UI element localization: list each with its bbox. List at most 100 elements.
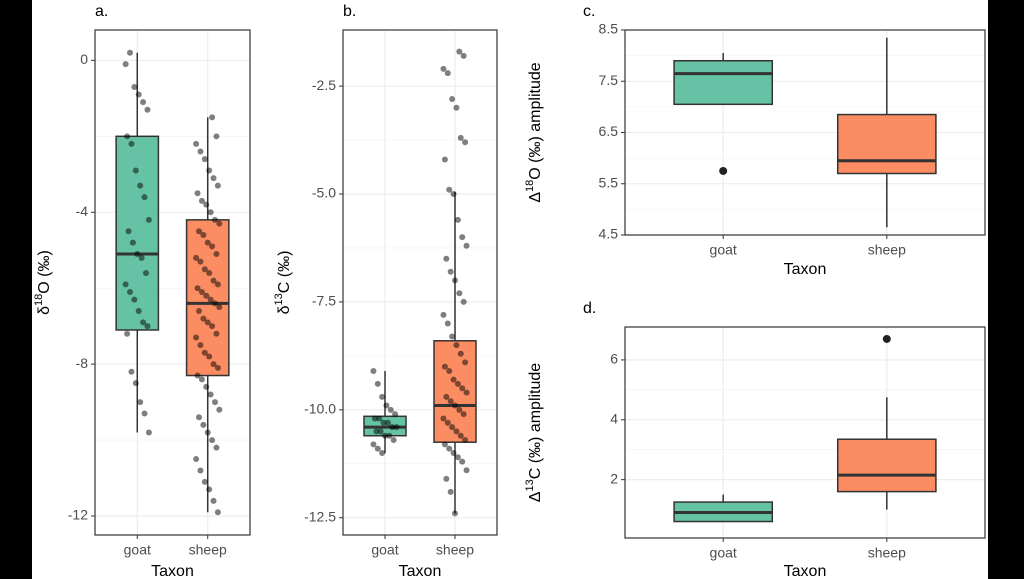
point [140, 319, 147, 326]
point [440, 65, 447, 72]
point [209, 114, 216, 121]
x-tick-label: sheep [436, 542, 474, 558]
point [142, 270, 149, 277]
y-axis-title-part: Δ [527, 491, 544, 502]
panel-border [342, 29, 498, 536]
left-bar [0, 0, 32, 579]
point [200, 421, 207, 428]
point [206, 486, 213, 493]
box [836, 438, 937, 493]
point [374, 445, 381, 452]
point [441, 441, 448, 448]
point [138, 254, 145, 261]
x-tick-label: goat [710, 545, 737, 561]
point [456, 48, 463, 55]
point [447, 398, 454, 405]
point [453, 342, 460, 349]
point [379, 449, 386, 456]
point [122, 61, 129, 68]
y-tick-label: -2.5 [312, 77, 336, 93]
point [137, 399, 144, 406]
outlier [719, 166, 728, 175]
x-axis-title: Taxon [151, 563, 194, 579]
y-axis-title: δ18O (‰) [33, 250, 53, 315]
point [209, 243, 216, 250]
y-axis-title-part: 13 [273, 293, 285, 305]
point [207, 391, 214, 398]
y-axis-title-part: 13 [524, 479, 536, 491]
point [453, 104, 460, 111]
point [454, 454, 461, 461]
x-tick-label: sheep [868, 545, 906, 561]
y-axis-title: Δ18O (‰) amplitude [524, 62, 544, 202]
point [196, 228, 203, 235]
box [185, 219, 230, 377]
point [446, 186, 453, 193]
point [144, 106, 151, 113]
point [443, 393, 450, 400]
point [440, 415, 447, 422]
point [144, 323, 151, 330]
y-axis-title-part: C (‰) amplitude [527, 363, 544, 480]
x-tick-label: sheep [189, 542, 227, 558]
point [374, 380, 381, 387]
point [447, 488, 454, 495]
point [446, 445, 453, 452]
point [213, 251, 220, 258]
point [193, 140, 200, 147]
y-axis-title-part: 18 [33, 294, 45, 306]
y-tick-label: 0 [80, 51, 88, 67]
point [197, 342, 204, 349]
point [379, 393, 386, 400]
point [137, 182, 144, 189]
x-tick-label: sheep [868, 242, 906, 258]
point [127, 49, 134, 56]
point [193, 254, 200, 261]
point [456, 290, 463, 297]
point [384, 419, 391, 426]
point [201, 266, 208, 273]
point [206, 270, 213, 277]
point [393, 424, 400, 431]
point [210, 175, 217, 182]
point [441, 156, 448, 163]
point [447, 268, 454, 275]
point [134, 251, 141, 258]
point [194, 285, 201, 292]
x-tick-label: goat [371, 542, 398, 558]
point [462, 359, 469, 366]
x-axis-title: Taxon [784, 261, 827, 278]
point [460, 298, 467, 305]
y-axis-title: δ13C (‰) [273, 251, 293, 315]
y-axis-title-part: 18 [524, 180, 536, 192]
y-tick-label: 7.5 [599, 72, 619, 88]
y-tick-label: 8.5 [599, 21, 619, 37]
point [132, 380, 139, 387]
point [216, 220, 223, 227]
point [206, 353, 213, 360]
point [457, 432, 464, 439]
point [201, 156, 208, 163]
point [145, 429, 152, 436]
point [211, 216, 218, 223]
point [124, 330, 131, 337]
point [383, 402, 390, 409]
y-axis-title-part: δ [276, 305, 293, 314]
y-tick-label: -12 [68, 507, 88, 523]
point [456, 406, 463, 413]
point [460, 411, 467, 418]
point [444, 320, 451, 327]
x-axis-title: Taxon [399, 563, 442, 579]
point [449, 333, 456, 340]
point [450, 376, 457, 383]
point [197, 467, 204, 474]
point [210, 497, 217, 504]
point [216, 406, 223, 413]
point [450, 191, 457, 198]
point [214, 364, 221, 371]
point [145, 216, 152, 223]
y-axis-title-part: O (‰) [36, 250, 53, 294]
point [452, 510, 458, 517]
y-tick-label: 5.5 [599, 174, 619, 190]
